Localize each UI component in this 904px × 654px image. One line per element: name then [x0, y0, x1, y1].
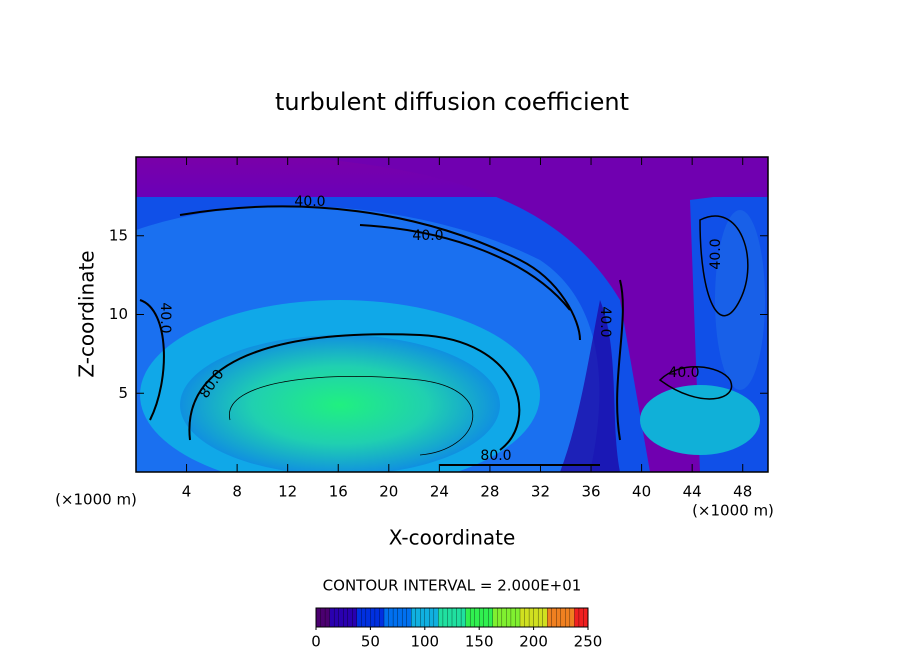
colorbar-segment — [320, 607, 326, 628]
colorbar-segment — [565, 607, 571, 628]
colorbar-segment — [338, 607, 344, 628]
colorbar-segment — [442, 607, 448, 628]
colorbar-tick-label: 250 — [574, 633, 603, 651]
colorbar-segment — [469, 607, 476, 628]
colorbar-segment — [333, 607, 340, 628]
colorbar-tick-label: 50 — [361, 633, 380, 651]
colorbar-segment — [483, 607, 489, 628]
colorbar-segment — [324, 607, 331, 628]
x-tick-label: 4 — [182, 483, 192, 501]
x-axis-label: X-coordinate — [389, 526, 516, 550]
colorbar-segment — [569, 607, 575, 628]
colorbar-segment — [424, 607, 430, 628]
x-tick-label: 48 — [733, 483, 752, 501]
chart-title: turbulent diffusion coefficient — [275, 88, 629, 116]
colorbar-segment — [415, 607, 421, 628]
colorbar-segment — [429, 607, 435, 628]
contour-label: 80.0 — [480, 448, 511, 464]
x-unit-label: (×1000 m) — [692, 502, 774, 520]
colorbar-segment — [497, 607, 503, 628]
colorbar-segment — [560, 607, 566, 628]
colorbar-segment — [488, 607, 494, 628]
colorbar-segment — [420, 607, 426, 628]
y-tick-label: 5 — [118, 384, 128, 402]
colorbar-segment — [356, 607, 362, 628]
contour-field — [136, 157, 768, 472]
colorbar-segment — [388, 607, 394, 628]
colorbar-segment — [392, 607, 399, 628]
contour-interval: CONTOUR INTERVAL = 2.000E+01 — [323, 577, 582, 595]
colorbar-segment — [406, 607, 412, 628]
y-tick-label: 10 — [109, 305, 128, 323]
colorbar-segment — [515, 607, 521, 628]
y-axis-label: Z-coordinate — [75, 250, 99, 377]
colorbar-segment — [542, 607, 548, 628]
colorbar-segment — [451, 607, 457, 628]
colorbar-tick-label: 150 — [465, 633, 494, 651]
colorbar-segment — [510, 607, 516, 628]
contour-label: 40.0 — [668, 365, 699, 381]
colorbar-segment — [352, 607, 358, 628]
colorbar-segment — [370, 607, 376, 628]
x-tick-label: 40 — [632, 483, 651, 501]
x-tick-label: 44 — [683, 483, 702, 501]
x-tick-label: 12 — [278, 483, 297, 501]
colorbar-segment — [528, 607, 535, 628]
colorbar-segment — [315, 607, 321, 628]
contour-label: 40.0 — [294, 194, 325, 210]
colorbar-segment — [465, 607, 471, 628]
y-tick-label: 15 — [109, 226, 128, 244]
x-tick-label: 36 — [581, 483, 600, 501]
colorbar-segment — [438, 607, 444, 628]
contour-label: 40.0 — [597, 306, 613, 337]
colorbar-segment — [537, 607, 544, 628]
colorbar-segment — [397, 607, 403, 628]
colorbar-segment — [492, 607, 498, 628]
colorbar-segment — [533, 607, 539, 628]
colorbar-segment — [365, 607, 371, 628]
colorbar-segment — [361, 607, 367, 628]
colorbar-segment — [519, 607, 525, 628]
colorbar-segment — [329, 607, 335, 628]
colorbar-segment — [474, 607, 480, 628]
colorbar-tick-label: 100 — [410, 633, 439, 651]
contour-label: 40.0 — [412, 228, 443, 244]
colorbar-segment — [574, 607, 580, 628]
x-tick-label: 20 — [379, 483, 398, 501]
colorbar-segment — [578, 607, 584, 628]
colorbar-segment — [379, 607, 385, 628]
colorbar-tick-label: 0 — [311, 633, 321, 651]
colorbar-segment — [547, 607, 553, 628]
colorbar-segment — [383, 607, 389, 628]
x-tick-label: 8 — [232, 483, 242, 501]
colorbar-segment — [506, 607, 512, 628]
x-tick-label: 32 — [531, 483, 550, 501]
colorbar-segment — [447, 607, 453, 628]
colorbar-segment — [551, 607, 557, 628]
colorbar-segment — [374, 607, 380, 628]
colorbar-segment — [401, 607, 408, 628]
colorbar-segment — [343, 607, 349, 628]
contour-label: 40.0 — [708, 238, 724, 269]
colorbar-segment — [501, 607, 507, 628]
contour-label: 40.0 — [157, 302, 173, 333]
colorbar-tick-label: 200 — [519, 633, 548, 651]
colorbar-segment — [347, 607, 353, 628]
colorbar-segment — [456, 607, 462, 628]
x-tick-label: 24 — [430, 483, 449, 501]
colorbar-segment — [460, 607, 467, 628]
x-unit-label: (×1000 m) — [55, 491, 137, 509]
colorbar-frame — [315, 607, 589, 628]
x-tick-label: 28 — [480, 483, 499, 501]
colorbar-segment — [479, 607, 485, 628]
colorbar-segment — [556, 607, 562, 628]
colorbar-segment — [433, 607, 439, 628]
colorbar-segment — [411, 607, 417, 628]
x-tick-label: 16 — [329, 483, 348, 501]
colorbar-segment — [524, 607, 530, 628]
